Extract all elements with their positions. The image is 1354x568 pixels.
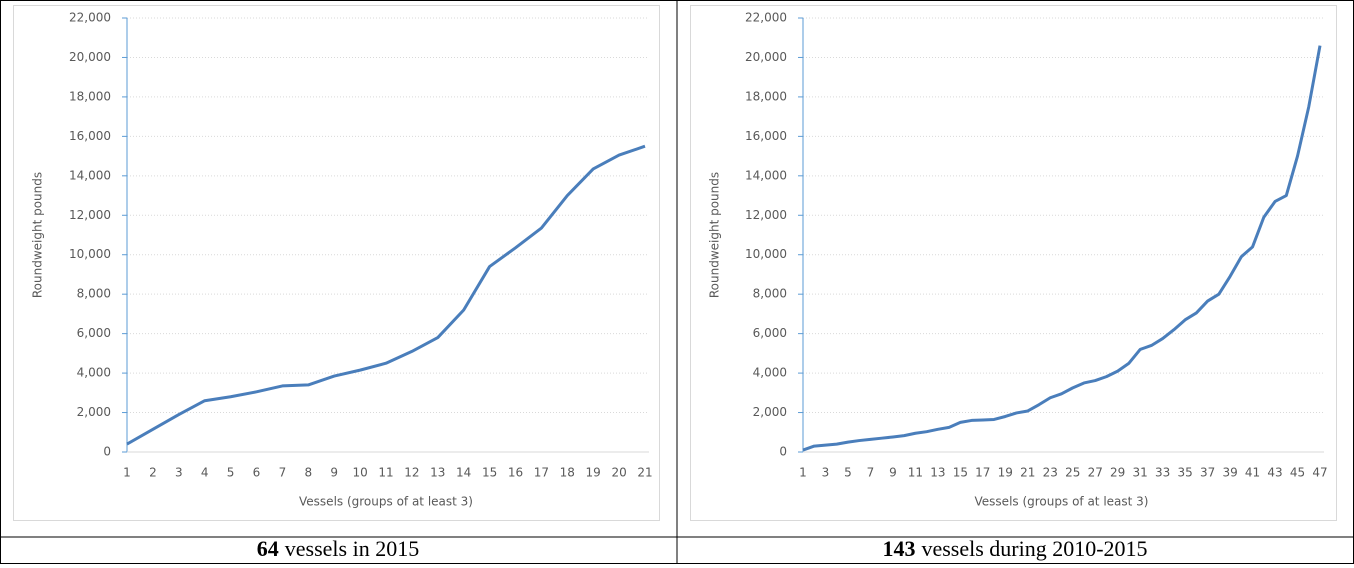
x-tick-label: 21: [637, 466, 652, 480]
y-tick-label: 14,000: [69, 168, 111, 182]
y-tick-label: 8,000: [753, 287, 787, 301]
y-axis-title: Roundweight pounds: [708, 172, 722, 298]
y-tick-label: 10,000: [69, 247, 111, 261]
caption-text: vessels during 2010-2015: [921, 536, 1147, 561]
x-tick-label: 39: [1222, 466, 1237, 480]
caption-text: vessels in 2015: [285, 536, 419, 561]
y-axis-title: Roundweight pounds: [31, 172, 45, 298]
x-tick-label: 43: [1267, 466, 1282, 480]
x-tick-label: 15: [953, 466, 968, 480]
x-tick-label: 31: [1133, 466, 1148, 480]
x-tick-label: 5: [844, 466, 852, 480]
y-tick-label: 10,000: [745, 247, 787, 261]
y-tick-label: 0: [103, 445, 111, 459]
x-tick-label: 27: [1088, 466, 1103, 480]
x-tick-label: 19: [586, 466, 601, 480]
x-tick-label: 1: [123, 466, 131, 480]
y-tick-label: 2,000: [77, 405, 111, 419]
x-tick-label: 33: [1155, 466, 1170, 480]
x-tick-label: 45: [1290, 466, 1305, 480]
caption-number: 143: [882, 536, 915, 561]
x-tick-label: 11: [908, 466, 923, 480]
x-tick-label: 19: [998, 466, 1013, 480]
x-tick-label: 29: [1110, 466, 1125, 480]
caption: 143 vessels during 2010-2015: [882, 536, 1147, 561]
caption: 64 vessels in 2015: [257, 536, 419, 561]
x-tick-label: 9: [889, 466, 897, 480]
x-tick-label: 3: [822, 466, 830, 480]
x-tick-label: 18: [560, 466, 575, 480]
x-tick-label: 16: [508, 466, 523, 480]
chart-frame: [13, 5, 660, 521]
x-tick-label: 47: [1312, 466, 1327, 480]
x-tick-label: 17: [534, 466, 549, 480]
x-tick-label: 10: [352, 466, 367, 480]
x-tick-label: 1: [799, 466, 807, 480]
x-tick-label: 5: [227, 466, 235, 480]
x-tick-label: 2: [149, 466, 157, 480]
x-tick-label: 25: [1065, 466, 1080, 480]
x-axis-title: Vessels (groups of at least 3): [299, 495, 473, 509]
data-line: [126, 144, 646, 446]
y-tick-label: 12,000: [69, 208, 111, 222]
x-tick-label: 13: [930, 466, 945, 480]
y-tick-label: 18,000: [745, 89, 787, 103]
x-tick-label: 17: [975, 466, 990, 480]
y-tick-label: 18,000: [69, 89, 111, 103]
x-tick-label: 6: [253, 466, 261, 480]
y-tick-label: 12,000: [745, 208, 787, 222]
y-tick-label: 8,000: [77, 287, 111, 301]
x-tick-label: 41: [1245, 466, 1260, 480]
caption-number: 64: [257, 536, 279, 561]
y-tick-label: 16,000: [69, 129, 111, 143]
x-tick-label: 13: [430, 466, 445, 480]
x-tick-label: 20: [611, 466, 626, 480]
x-tick-label: 35: [1177, 466, 1192, 480]
y-tick-label: 22,000: [745, 11, 787, 25]
y-tick-label: 20,000: [745, 50, 787, 64]
data-line: [802, 45, 1322, 452]
x-tick-label: 11: [378, 466, 393, 480]
chart-frame: [690, 5, 1337, 521]
y-tick-label: 16,000: [745, 129, 787, 143]
x-tick-label: 12: [404, 466, 419, 480]
y-tick-label: 2,000: [753, 405, 787, 419]
y-tick-label: 6,000: [77, 326, 111, 340]
x-tick-label: 15: [482, 466, 497, 480]
y-tick-label: 14,000: [745, 168, 787, 182]
y-tick-label: 0: [779, 445, 787, 459]
y-tick-label: 22,000: [69, 11, 111, 25]
y-tick-label: 20,000: [69, 50, 111, 64]
x-tick-label: 3: [175, 466, 183, 480]
x-tick-label: 23: [1043, 466, 1058, 480]
y-tick-label: 6,000: [753, 326, 787, 340]
y-tick-label: 4,000: [753, 366, 787, 380]
y-tick-label: 4,000: [77, 366, 111, 380]
x-axis-title: Vessels (groups of at least 3): [975, 495, 1149, 509]
x-tick-label: 4: [201, 466, 209, 480]
x-tick-label: 8: [304, 466, 312, 480]
x-tick-label: 9: [330, 466, 338, 480]
x-tick-label: 21: [1020, 466, 1035, 480]
x-tick-label: 14: [456, 466, 471, 480]
x-tick-label: 7: [867, 466, 875, 480]
x-tick-label: 7: [279, 466, 287, 480]
x-tick-label: 37: [1200, 466, 1215, 480]
